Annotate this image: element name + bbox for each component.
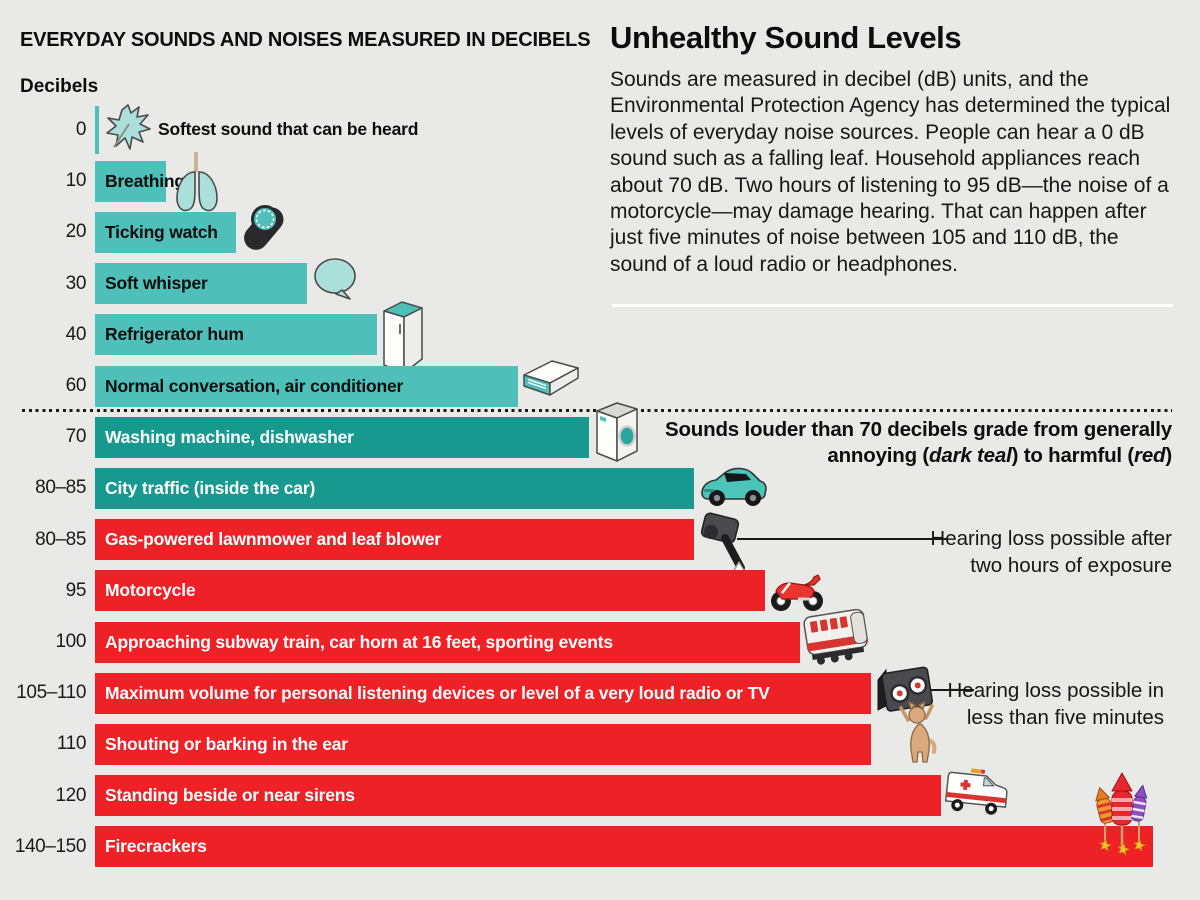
intro-paragraph: Sounds are measured in decibel (dB) unit… <box>610 68 1171 276</box>
db-tick-label: 70 <box>65 426 87 448</box>
threshold-note: Sounds louder than 70 decibels grade fro… <box>552 417 1172 468</box>
db-bar: Normal conversation, air conditioner <box>95 365 518 407</box>
db-bar: Motorcycle <box>95 570 765 612</box>
db-tick-label: 0 <box>75 119 87 140</box>
db-bar: Shouting or barking in the ear <box>95 723 871 765</box>
bar-label: Firecrackers <box>105 836 207 857</box>
db-tick-label: 95 <box>65 579 87 601</box>
db-bar: Ticking watch <box>95 211 236 253</box>
db-bar: Gas-powered lawnmower and leaf blower <box>95 519 695 561</box>
bar-label: Washing machine, dishwasher <box>105 426 354 447</box>
zero-db-tick-mark <box>95 106 99 154</box>
db-bar: Soft whisper <box>95 263 307 305</box>
db-bar: Breathing <box>95 160 185 202</box>
lungs-icon <box>171 150 223 216</box>
bar-label: City traffic (inside the car) <box>105 477 316 498</box>
decibels-axis-label: Decibels <box>20 76 99 97</box>
callout-line: less than five minutes <box>966 705 1164 729</box>
db-bar: Maximum volume for personal listening de… <box>95 672 871 714</box>
callout-line: Hearing loss possible after <box>930 527 1172 550</box>
bar-label: Approaching subway train, car horn at 16… <box>105 631 613 652</box>
air-conditioner-icon <box>522 355 580 399</box>
db-tick-label: 40 <box>65 323 87 345</box>
bar-label: Breathing <box>105 170 185 191</box>
bar-label: Shouting or barking in the ear <box>105 733 348 754</box>
db-tick-label: 80–85 <box>35 477 86 499</box>
db-tick-label: 120 <box>55 784 86 806</box>
db-tick-label: 60 <box>65 375 87 396</box>
bar-label: Soft whisper <box>105 273 208 294</box>
leaf-icon <box>102 102 152 154</box>
bar-label: Gas-powered lawnmower and leaf blower <box>105 529 441 550</box>
motorcycle-icon <box>768 561 826 613</box>
bar-label: Normal conversation, air conditioner <box>105 375 404 396</box>
db-bar: Standing beside or near sirens <box>95 775 941 817</box>
db-tick-label: 100 <box>55 631 86 652</box>
bar-label: Maximum volume for personal listening de… <box>105 682 770 703</box>
chart-kicker-title: EVERYDAY SOUNDS AND NOISES MEASURED IN D… <box>20 29 591 51</box>
bar-label: Standing beside or near sirens <box>105 785 355 806</box>
db-tick-label: 80–85 <box>35 528 86 550</box>
callout-two-hours: Hearing loss possible after two hours of… <box>872 526 1172 579</box>
watch-icon <box>240 204 286 252</box>
db-bar: Firecrackers <box>95 826 1153 868</box>
callout-leader-line <box>737 538 947 540</box>
db-tick-label: 10 <box>65 170 87 192</box>
db-bar: Approaching subway train, car horn at 16… <box>95 621 800 663</box>
bar-label: Motorcycle <box>105 580 196 601</box>
callout-leader-line <box>928 689 974 691</box>
speech-bubble-icon <box>312 257 358 301</box>
washing-machine-icon <box>593 399 641 463</box>
refrigerator-icon <box>381 297 425 377</box>
bar-label: Ticking watch <box>105 221 218 242</box>
db-bar: Washing machine, dishwasher <box>95 416 589 458</box>
db-tick-label: 140–150 <box>14 835 87 857</box>
cat-icon <box>898 700 942 766</box>
firecrackers-icon <box>1093 771 1151 856</box>
ambulance-icon <box>943 761 1009 819</box>
bar-label: Softest sound that can be heard <box>158 119 419 139</box>
callout-line: Hearing loss possible in <box>947 679 1164 702</box>
speaker-icon <box>874 658 933 714</box>
db-tick-label: 105–110 <box>16 682 86 704</box>
db-tick-label: 110 <box>56 733 86 755</box>
intro-divider-rule <box>612 304 1173 307</box>
threshold-note-line1: Sounds louder than 70 decibels grade fro… <box>665 418 1172 441</box>
callout-five-minutes: Hearing loss possible in less than five … <box>864 678 1164 731</box>
db-bar: Refrigerator hum <box>95 314 377 356</box>
threshold-note-line2: annoying (dark teal) to harmful (red) <box>827 443 1172 467</box>
subway-train-icon <box>801 603 871 665</box>
bar-label: Refrigerator hum <box>105 324 244 345</box>
db-bar: City traffic (inside the car) <box>95 467 695 509</box>
db-tick-label: 30 <box>65 272 87 294</box>
db-tick-label: 20 <box>65 221 87 243</box>
callout-line: two hours of exposure <box>970 553 1172 577</box>
car-icon <box>698 462 768 508</box>
page-title: Unhealthy Sound Levels <box>610 20 962 55</box>
